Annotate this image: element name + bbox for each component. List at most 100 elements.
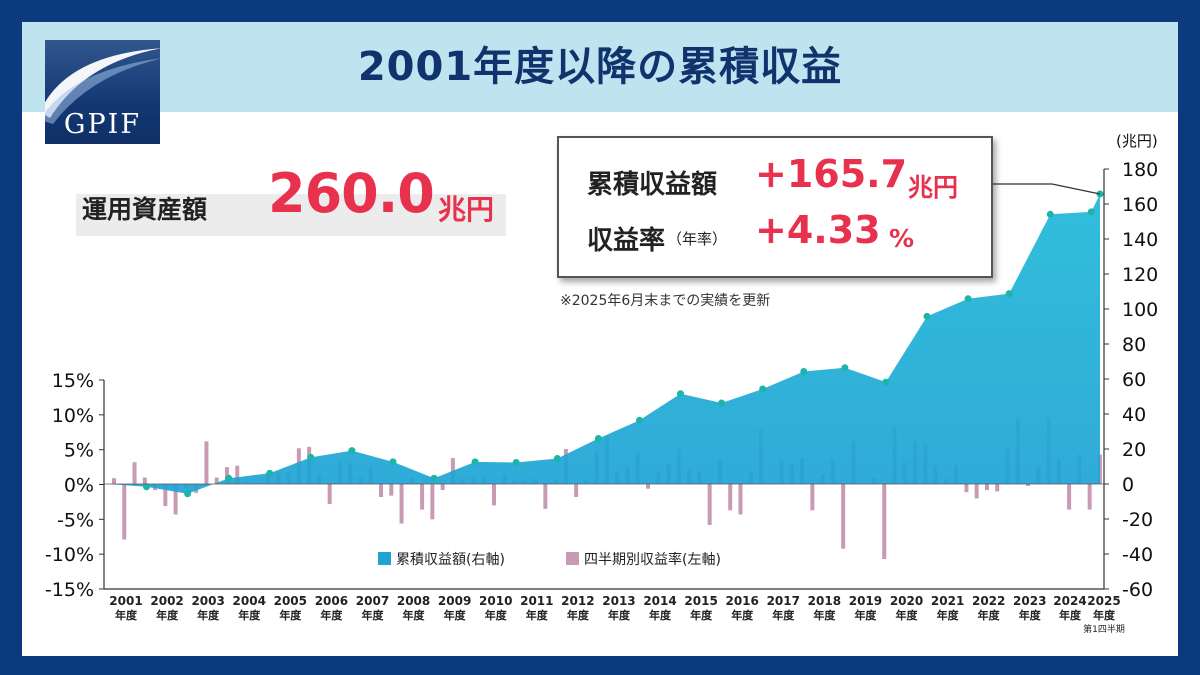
year-tick-label: 2006 [315,594,348,608]
quarterly-return-bar [974,484,979,499]
year-tick-label: 2013 [602,594,635,608]
legend-label-cumulative: 累積収益額(右軸) [396,552,505,568]
year-suffix-label: 年度 [731,608,754,622]
logo-swoosh-icon [45,48,160,124]
year-tick-label: 2012 [561,594,594,608]
cumulative-value: +165.7 [755,152,908,196]
assets-value: 260.0 [268,162,435,225]
cumulative-point [266,469,274,477]
quarterly-return-bar [574,484,579,498]
year-suffix-label: 年度 [937,608,960,622]
left-tick-label: -10% [45,544,94,566]
quarterly-return-bar [995,484,1000,492]
assets-panel: 運用資産額 260.0 兆円 [76,162,506,236]
quarterly-return-bar [984,484,989,491]
right-tick-label: -60 [1122,579,1153,601]
left-tick-label: 15% [52,370,94,392]
quarterly-return-bar [646,484,651,489]
year-tick-label: 2025 [1087,594,1120,608]
year-tick-label: 2018 [808,594,841,608]
year-suffix-label: 年度 [403,608,426,622]
year-tick-label: 2005 [274,594,307,608]
cumulative-point [636,416,643,424]
quarterly-return-bar [214,477,219,484]
right-tick-label: 100 [1122,299,1158,321]
year-suffix-label: 年度 [197,608,220,622]
year-suffix-label: 年度 [1059,608,1082,622]
right-tick-label: 160 [1122,194,1158,216]
quarterly-return-bar [543,484,548,509]
quarterly-return-bar [112,478,116,484]
assets-unit: 兆円 [438,193,495,226]
cumulative-point [759,385,767,393]
year-tick-label: 2002 [150,594,183,608]
cumulative-point [389,458,397,466]
year-tick-label: 2022 [972,594,1005,608]
year-tick-label: 2010 [479,594,512,608]
right-tick-label: 20 [1122,439,1146,461]
cumulative-label: 累積収益額 [587,170,718,200]
year-tick-label: 2009 [438,594,471,608]
cumulative-point [677,390,684,398]
year-tick-label: 2017 [767,594,800,608]
cumulative-point [225,474,233,482]
cumulative-point [923,312,931,320]
left-tick-label: -5% [57,509,94,531]
year-tick-label: 2015 [684,594,717,608]
quarterly-return-bar [389,484,394,496]
year-suffix-label: 年度 [1093,608,1116,622]
highlight-box: 累積収益額 +165.7 兆円 収益率 （年率） +4.33 % [557,136,993,278]
year-tick-label: 2021 [931,594,964,608]
year-suffix-label: 年度 [813,608,836,622]
cumulative-point [1046,210,1054,218]
year-suffix-label: 年度 [156,608,179,622]
logo-text: GPIF [63,109,142,140]
quarterly-return-bar [132,462,137,484]
year-tick-label: 2003 [191,594,224,608]
year-suffix-label: 年度 [361,608,384,622]
right-tick-label: 140 [1122,229,1158,251]
year-tick-label: 2019 [849,594,882,608]
cumulative-point [348,447,356,455]
year-tick-label: 2020 [890,594,923,608]
year-tick-label: 2024 [1053,594,1086,608]
year-suffix-label: 年度 [649,608,672,622]
legend-label-quarterly: 四半期別収益率(左軸) [584,551,721,568]
cumulative-point [471,458,479,466]
right-tick-label: -20 [1122,509,1153,531]
cumulative-point [307,453,315,461]
quarterly-return-bar [728,484,733,511]
cumulative-point [800,368,808,375]
year-suffix-label: 年度 [896,608,919,622]
year-tick-label: 2016 [725,594,758,608]
year-suffix-label: 年度 [279,608,302,622]
quarterly-return-bar [430,484,435,520]
quarterly-return-bar [841,484,846,549]
quarterly-return-bar [235,465,240,484]
year-suffix-label: 年度 [978,608,1001,622]
legend-swatch-area [378,552,391,565]
assets-highlight [76,194,506,236]
rate-unit: % [889,224,915,253]
year-suffix-label: 年度 [526,608,549,622]
year-tick-label: 2004 [233,594,266,608]
quarterly-return-bar [738,484,743,515]
right-axis-unit: (兆円) [1116,132,1158,150]
year-suffix-label: 年度 [485,608,508,622]
cumulative-unit: 兆円 [908,173,959,202]
quarterly-return-bar [1067,484,1072,510]
cumulative-point [430,474,438,482]
cumulative-point [964,295,972,303]
cumulative-point [1087,208,1095,216]
year-suffix-label: 年度 [238,608,261,622]
year-suffix-label: 年度 [772,608,795,622]
quarterly-return-bar [379,484,384,498]
right-tick-label: 40 [1122,404,1146,426]
title-bar [22,22,1178,112]
year-suffix-label: 年度 [1019,608,1042,622]
assets-label: 運用資産額 [82,195,208,224]
year-tick-label: 2011 [520,594,553,608]
quarterly-return-bar [964,484,969,493]
right-tick-label: 80 [1122,334,1146,356]
left-tick-label: 5% [64,440,94,462]
